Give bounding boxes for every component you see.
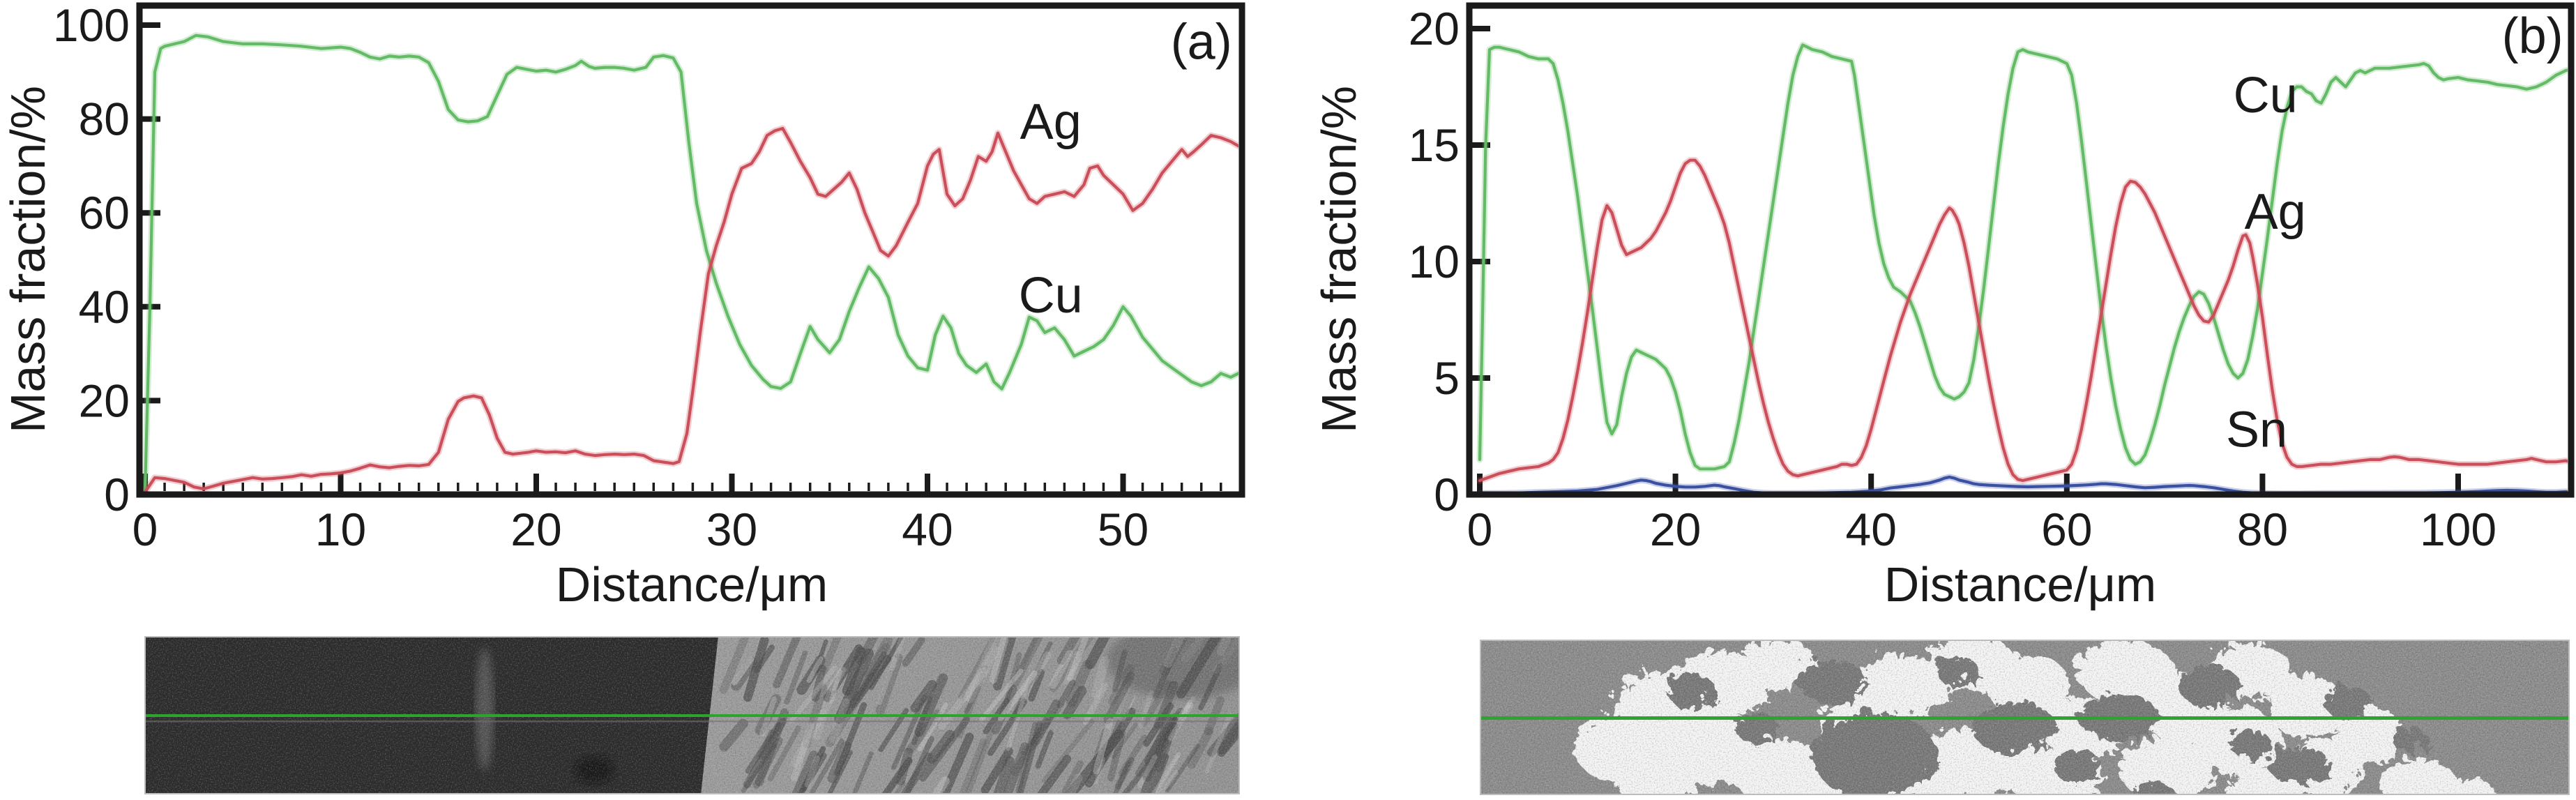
series-Ag-line — [1478, 158, 2568, 483]
x-tick-label: 0 — [132, 504, 158, 555]
y-tick-label: 100 — [53, 0, 130, 51]
scan-line — [144, 714, 1240, 717]
chart-panel-a: 0 10 20 30 40 50 0 20 40 60 80 100 Distance/μm Mass f… — [1, 0, 1245, 612]
series-Cu-line — [1478, 43, 2568, 471]
x-tick-label: 10 — [315, 504, 366, 555]
series-Cu-halo — [1476, 41, 2568, 472]
plot-border — [1466, 2, 2575, 498]
scan-shadow-line — [144, 720, 1240, 723]
image-border — [144, 636, 1240, 794]
x-tick-label: 100 — [2420, 504, 2497, 555]
x-axis-title: Distance/μm — [556, 557, 828, 612]
x-tick-label: 60 — [2041, 504, 2092, 555]
x-tick-label: 40 — [1845, 504, 1896, 555]
panel-tag: (a) — [1171, 15, 1232, 70]
y-tick-label: 60 — [79, 187, 130, 239]
series-label-Ag: Ag — [1020, 94, 1082, 150]
y-tick-label: 80 — [79, 93, 130, 145]
series-label-Sn: Sn — [2226, 402, 2287, 458]
y-axis-title: Mass fraction/% — [1, 86, 55, 433]
y-tick-label: 5 — [1434, 352, 1460, 404]
series-Cu-line — [143, 33, 1238, 492]
series-Ag-line — [143, 127, 1238, 492]
y-tick-label: 10 — [1409, 236, 1460, 287]
y-tick-label: 15 — [1409, 119, 1460, 171]
panel-tag: (b) — [2502, 8, 2563, 64]
plot-border — [136, 2, 1245, 498]
x-tick-label: 0 — [1467, 504, 1493, 555]
x-tick-label: 80 — [2237, 504, 2288, 555]
series-Ag-halo — [1476, 157, 2568, 484]
y-tick-label: 20 — [1409, 3, 1460, 54]
micrograph-panel-b — [1480, 640, 2570, 795]
scan-line — [1480, 716, 2570, 720]
image-border — [1480, 640, 2570, 795]
series-label-Cu: Cu — [2234, 68, 2298, 123]
series-label-Cu: Cu — [1019, 268, 1083, 324]
y-tick-label: 20 — [79, 375, 130, 426]
micrograph-panel-a — [144, 636, 1240, 794]
y-tick-label: 0 — [1434, 469, 1460, 520]
x-axis-title: Distance/μm — [1884, 557, 2156, 612]
x-tick-label: 20 — [1650, 504, 1701, 555]
x-tick-label: 40 — [902, 504, 953, 555]
y-tick-label: 40 — [79, 281, 130, 333]
x-tick-label: 20 — [510, 504, 561, 555]
x-tick-label: 30 — [706, 504, 757, 555]
series-label-Ag: Ag — [2245, 184, 2306, 240]
y-tick-label: 0 — [104, 469, 130, 520]
series-Sn-line — [1506, 475, 2568, 492]
chart-panel-b: 0 20 40 60 80 100 0 5 10 15 20 Distance/μm Mass frac… — [1312, 2, 2575, 612]
y-axis-title: Mass fraction/% — [1312, 86, 1366, 433]
x-tick-label: 50 — [1098, 504, 1149, 555]
